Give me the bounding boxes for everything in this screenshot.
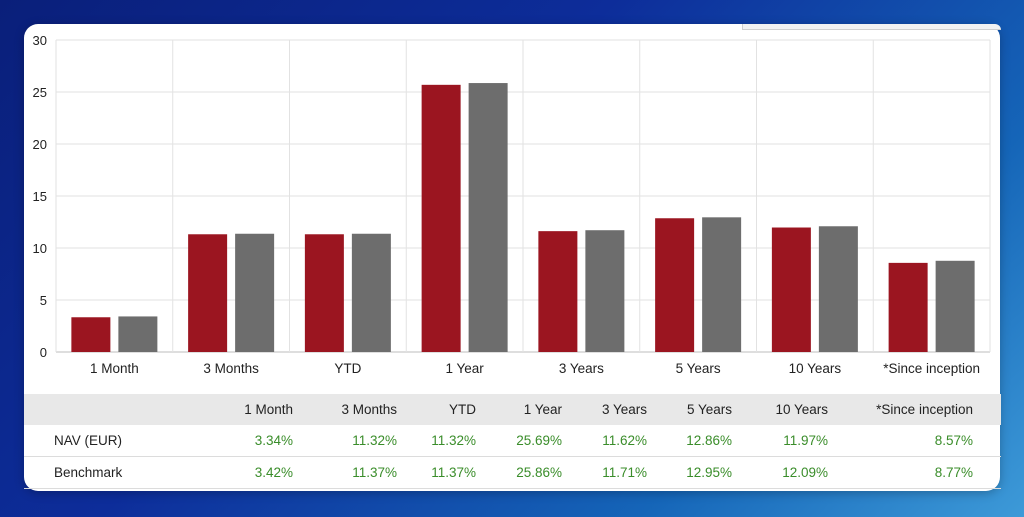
bar-series-1 [468,83,508,352]
top-tab-edge [742,24,1001,30]
table-row: NAV (EUR) 3.34% 11.32% 11.32% 25.69% 11.… [24,425,1001,457]
x-tick-label: 1 Year [445,361,484,376]
bar-series-1 [935,260,975,352]
header-cell: 3 Years [601,402,647,417]
y-tick-label: 5 [40,293,47,308]
performance-table: 1 Month 3 Months YTD 1 Year 3 Years 5 Ye… [24,394,1001,489]
x-tick-label: 3 Years [559,361,604,376]
bar-series-0 [888,262,928,352]
bar-series-1 [235,233,275,352]
bar-series-0 [771,227,811,352]
value-cell: 8.77% [934,465,973,480]
value-cell: 11.32% [431,433,476,448]
bar-series-1 [702,217,742,352]
y-tick-label: 25 [33,85,47,100]
bar-series-0 [421,84,461,352]
x-tick-label: 5 Years [676,361,721,376]
bar-series-0 [188,234,228,352]
x-tick-label: YTD [334,361,361,376]
bar-series-1 [818,226,858,352]
header-cell: *Since inception [876,402,973,417]
value-cell: 25.69% [516,433,562,448]
bar-series-1 [585,230,625,352]
header-cell: 1 Year [523,402,562,417]
x-tick-label: 1 Month [90,361,139,376]
value-cell: 11.97% [783,433,828,448]
table-header-row: 1 Month 3 Months YTD 1 Year 3 Years 5 Ye… [24,394,1001,425]
value-cell: 11.71% [602,465,647,480]
value-cell: 11.37% [431,465,476,480]
value-cell: 12.86% [686,433,732,448]
y-tick-label: 10 [33,241,47,256]
y-tick-label: 30 [33,33,47,48]
header-cell: 1 Month [244,402,293,417]
header-cell [24,394,194,425]
bar-series-0 [538,231,578,352]
value-cell: 8.57% [934,433,973,448]
value-cell: 11.37% [352,465,397,480]
x-tick-label: 3 Months [203,361,259,376]
bar-series-0 [304,234,344,352]
header-cell: 3 Months [341,402,397,417]
row-label: Benchmark [54,465,123,480]
value-cell: 12.95% [686,465,732,480]
header-cell: 10 Years [775,402,828,417]
value-cell: 11.62% [602,433,647,448]
x-tick-label: *Since inception [883,361,980,376]
row-label: NAV (EUR) [54,433,123,448]
x-tick-label: 10 Years [789,361,842,376]
bar-series-0 [655,218,695,352]
value-cell: 12.09% [782,465,828,480]
value-cell: 3.42% [254,465,293,480]
y-tick-label: 0 [40,345,47,360]
header-cell: 5 Years [686,402,732,417]
y-tick-label: 15 [33,189,47,204]
header-cell: YTD [449,402,476,417]
value-cell: 11.32% [352,433,397,448]
bar-series-0 [71,317,111,352]
value-cell: 25.86% [516,465,562,480]
value-cell: 3.34% [254,433,293,448]
bar-series-1 [118,316,158,352]
y-tick-label: 20 [33,137,47,152]
bar-series-1 [351,233,391,352]
table-row: Benchmark 3.42% 11.37% 11.37% 25.86% 11.… [24,457,1001,489]
